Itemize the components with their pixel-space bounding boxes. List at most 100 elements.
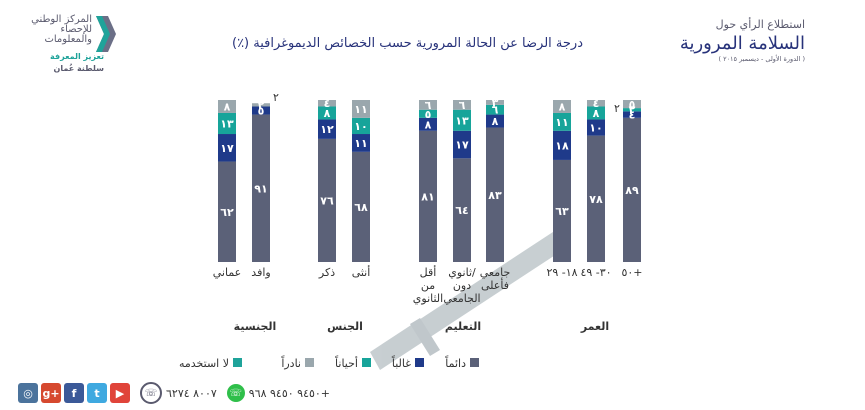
- logo-line-3: والمعلومات: [44, 34, 92, 45]
- bar-segment: [553, 112, 571, 131]
- bar-segment: [252, 114, 270, 262]
- bar-stack: [218, 100, 236, 262]
- bar-segment: [486, 100, 504, 105]
- bar-segment: [318, 138, 336, 262]
- value-label: ١٠: [354, 120, 367, 133]
- phone-icon: ☏: [140, 382, 162, 404]
- bar-segment: [453, 130, 471, 159]
- bar-segment: [587, 100, 605, 107]
- category-label: الجامعي: [443, 292, 480, 305]
- bar-segment: [352, 151, 370, 262]
- value-label: ٦٤: [455, 204, 468, 217]
- legend-swatch: [470, 358, 479, 367]
- bar-segment: [587, 106, 605, 120]
- value-label: ١٣: [455, 114, 469, 127]
- category-label: ذكر: [318, 266, 335, 279]
- group-label: التعليم: [445, 320, 481, 333]
- whatsapp-icon: ☏: [226, 384, 245, 402]
- chart-title: درجة الرضا عن الحالة المرورية حسب الخصائ…: [232, 36, 583, 51]
- bar-stack: [419, 100, 437, 262]
- logo-country: سلطنة عُمان: [53, 64, 105, 73]
- google-plus-icon[interactable]: g+: [41, 383, 61, 403]
- bar-segment: [553, 100, 571, 113]
- bar-segment: [318, 119, 336, 139]
- youtube-icon[interactable]: ▶: [110, 383, 130, 403]
- category-label: ٣٠- ٤٩: [580, 266, 611, 279]
- bar-stack: [352, 100, 370, 262]
- bar-segment: [218, 134, 236, 162]
- twitter-icon[interactable]: t: [87, 383, 107, 403]
- value-label: ٨٣: [488, 189, 502, 202]
- value-label: ١٨: [555, 139, 569, 152]
- category-label: ثانوي/: [448, 266, 476, 279]
- value-label: ٢: [273, 91, 279, 104]
- legend-swatch: [362, 358, 371, 367]
- value-label: ٤: [629, 109, 636, 122]
- logo-line-1: المركز الوطني: [31, 14, 92, 25]
- value-label: ١٢: [320, 123, 334, 136]
- category-label: ١٨- ٢٩: [546, 266, 577, 279]
- value-label: ٨: [559, 100, 566, 113]
- category-label: أقل: [420, 265, 437, 279]
- bar-segment: [419, 130, 437, 262]
- bar-stack: [587, 100, 605, 262]
- bar-stack: [252, 103, 270, 262]
- value-label: ١٧: [220, 142, 234, 155]
- legend-swatch: [233, 358, 242, 367]
- social-links: ◎ g+ f t ▶: [18, 383, 130, 403]
- value-label: ٦: [459, 99, 466, 112]
- group-label: الجنس: [327, 320, 363, 333]
- value-label: ٦٨: [354, 201, 368, 214]
- bar-stack: [318, 100, 336, 262]
- category-label: فأعلى: [481, 277, 509, 292]
- value-label: ٦: [492, 104, 499, 117]
- instagram-icon[interactable]: ◎: [18, 383, 38, 403]
- decorative-pencil-icon: [370, 230, 566, 370]
- facebook-icon[interactable]: f: [64, 383, 84, 403]
- survey-heading: استطلاع الرأي حول: [715, 18, 805, 31]
- whatsapp-number: ٩٤٥٠ ٩٤٥٠ ٩٦٨+: [248, 386, 331, 400]
- value-label: ٥: [629, 98, 636, 111]
- value-label: ٥: [258, 105, 265, 118]
- group-label: الجنسية: [234, 320, 277, 333]
- survey-header: استطلاع الرأي حول السلامة المرورية ( الد…: [680, 18, 805, 63]
- bar-segment: [318, 106, 336, 120]
- bar-stack: [623, 100, 641, 262]
- legend-label: غالباً: [392, 355, 412, 370]
- value-label: ١١: [354, 137, 367, 150]
- legend: دائماً غالباً أحياناً نادراً لا استخدمه: [179, 355, 479, 370]
- value-label: ٨١: [421, 190, 434, 203]
- bar-segment: [587, 135, 605, 262]
- value-label: ٨٩: [625, 184, 639, 197]
- category-label: أنثى: [352, 265, 371, 279]
- value-label: ٥: [425, 108, 432, 121]
- bar-segment: [453, 100, 471, 110]
- logo-line-2: للإحصاء: [60, 24, 92, 35]
- bar-segment: [218, 161, 236, 262]
- category-label: عماني: [213, 266, 242, 279]
- bar-segment: [553, 159, 571, 262]
- value-label: ١١: [354, 103, 367, 116]
- category-label: دون: [453, 279, 471, 292]
- legend-label: نادراً: [281, 355, 301, 370]
- bar-segment: [453, 158, 471, 262]
- phone-number: ٨٠٠٧ ٦٢٧٤: [166, 386, 217, 400]
- bar-segment: [419, 109, 437, 118]
- value-label: ٢: [629, 104, 636, 117]
- legend-label: لا استخدمه: [179, 357, 229, 370]
- bar-segment: [623, 100, 641, 109]
- value-label: ٢: [614, 102, 620, 115]
- bar-segment: [252, 103, 270, 107]
- value-label: ٦٢: [220, 206, 234, 219]
- bar-segment: [352, 134, 370, 152]
- bar-stack: [453, 100, 471, 262]
- value-label: ٨: [492, 115, 499, 128]
- logo-mark-icon: [96, 16, 116, 52]
- bar-segment: [623, 108, 641, 112]
- bar-segment: [419, 117, 437, 131]
- value-label: ٨: [324, 107, 331, 120]
- bar-segment: [486, 127, 504, 262]
- legend-swatch: [305, 358, 314, 367]
